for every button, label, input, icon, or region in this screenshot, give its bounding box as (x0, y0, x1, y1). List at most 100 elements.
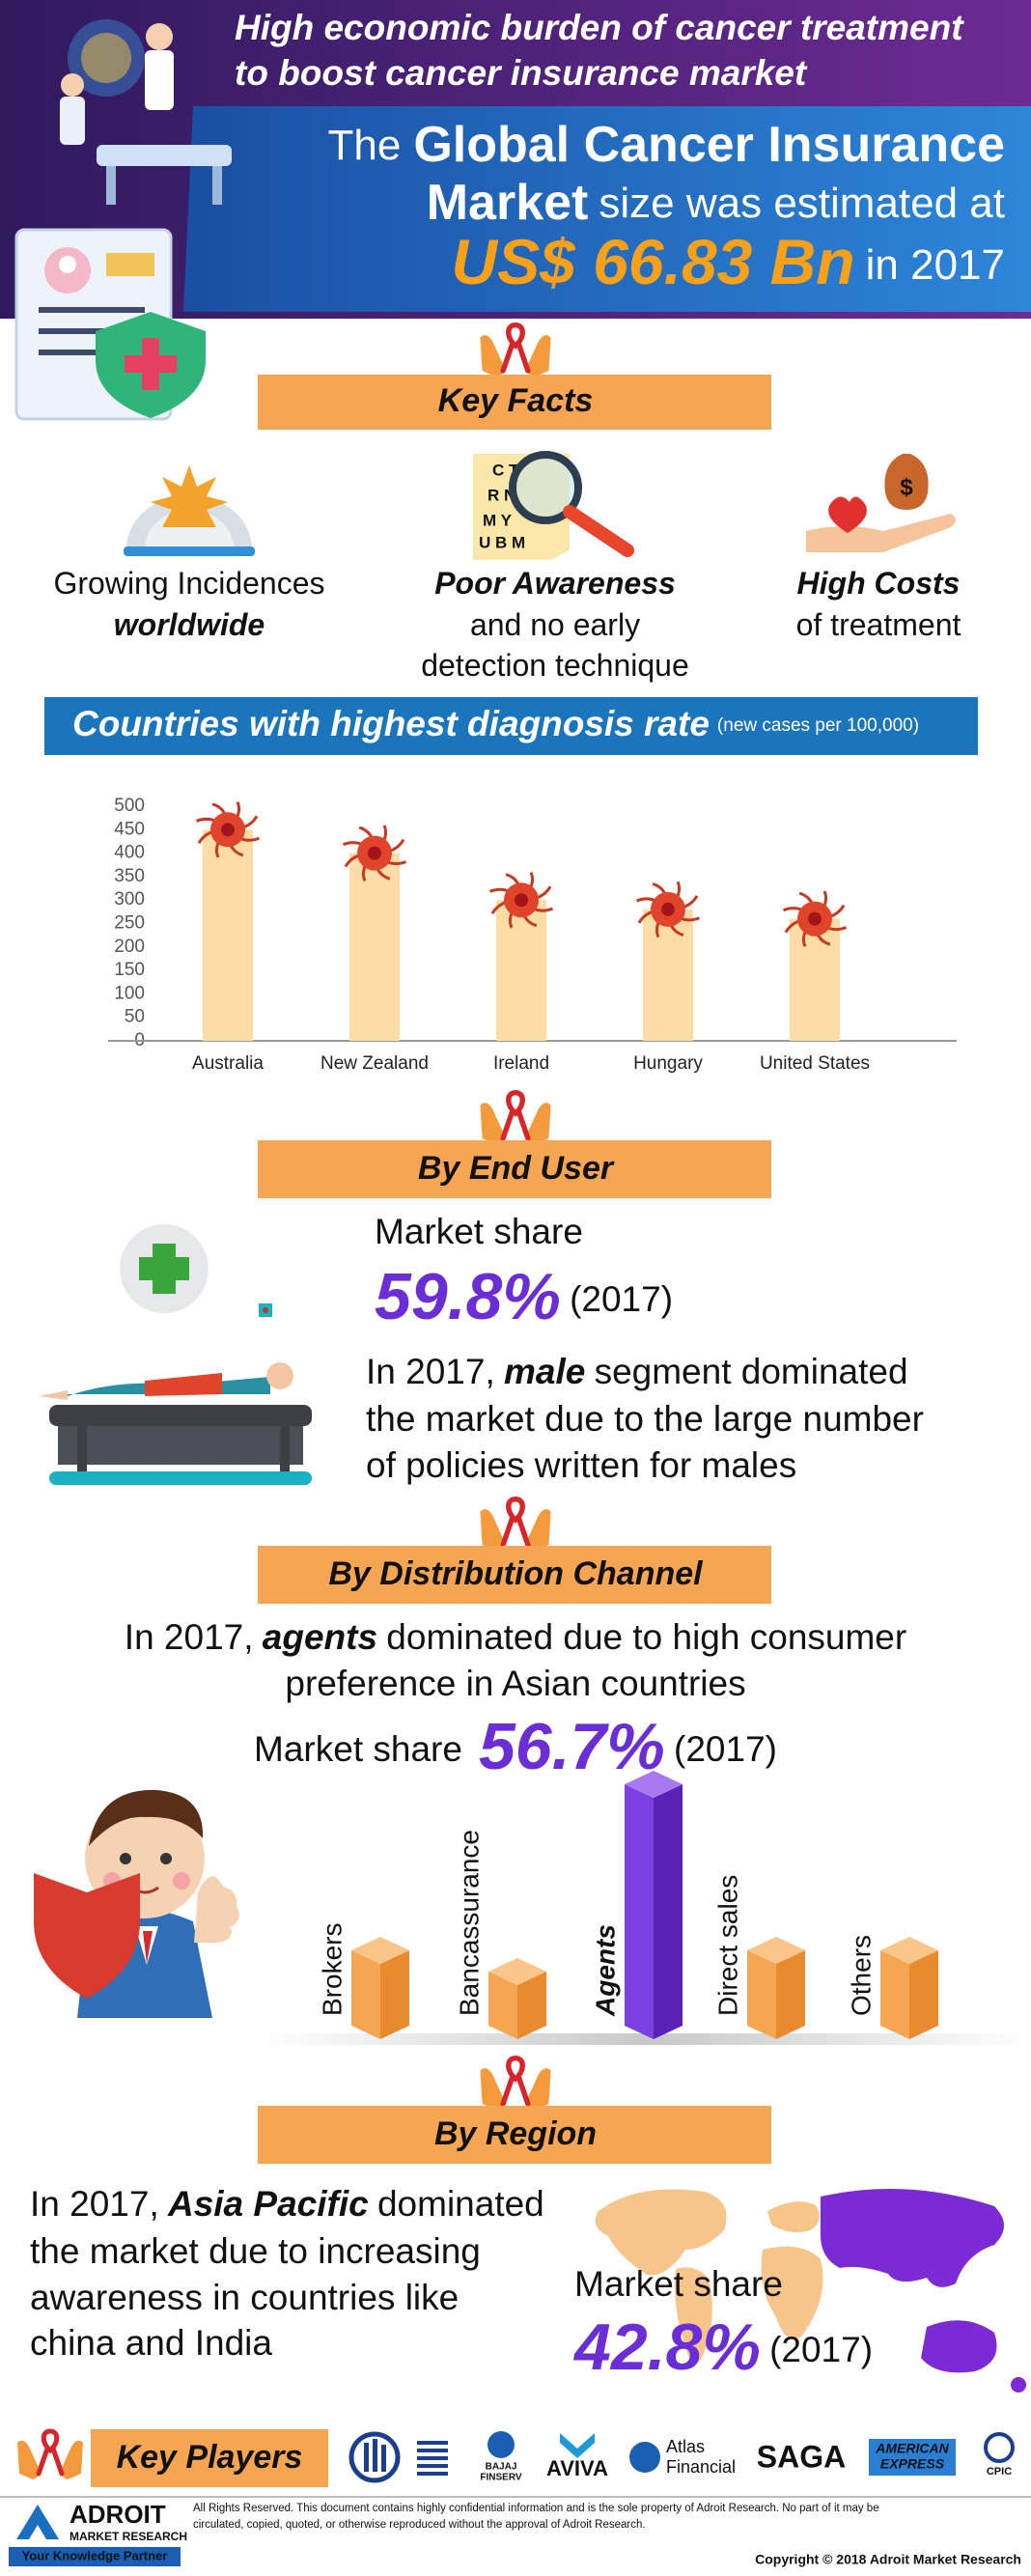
fact-text: of treatment (796, 607, 961, 642)
text-segment: (2017) (570, 1279, 673, 1319)
section-heading: Key Players (117, 2439, 303, 2476)
text-segment: size was estimated at (599, 180, 1005, 227)
text-segment: dominated due to high consumer (386, 1617, 906, 1657)
logo-mark (984, 2432, 1015, 2463)
logo-emblem-part (381, 2445, 386, 2472)
text-segment: Market share (254, 1729, 462, 1769)
cube-face (625, 1784, 654, 2039)
text-segment: china and India (30, 2323, 272, 2363)
logo-emblem-part (417, 2449, 448, 2452)
fact-text: detection technique (421, 648, 689, 683)
text-segment: preference in Asian countries (285, 1664, 745, 1703)
logo-text: AVIVA (546, 2456, 608, 2480)
footer-part (29, 2525, 46, 2539)
text-segment: Market (427, 175, 589, 231)
text-segment: agents (263, 1617, 377, 1657)
tumour-core (515, 893, 528, 908)
end-user: By End User Market share 59.8% (2017) In … (39, 1093, 924, 1485)
text-segment: of policies written for males (366, 1445, 796, 1485)
tagline: Your Knowledge Partner (22, 2548, 168, 2562)
section-band (258, 1140, 771, 1198)
text-segment: the market due to increasing (30, 2231, 481, 2271)
cube-top (880, 1937, 938, 1964)
channel-label: Brokers (317, 1923, 347, 2016)
notice: circulated, copied, quoted, or otherwise… (193, 2519, 646, 2531)
patient-illustration-part (49, 1471, 312, 1485)
cube-face (880, 1950, 909, 2039)
bar (643, 909, 693, 1041)
tumour-icon (195, 801, 261, 858)
share-label: Market share (375, 1212, 583, 1251)
paragraph: china and India (30, 2323, 272, 2363)
paragraph: the market due to the large number (366, 1399, 924, 1439)
logo-emblem-part (488, 2431, 515, 2458)
paragraph: of policies written for males (366, 1445, 796, 1485)
fact-text: Poor Awareness (434, 566, 676, 601)
world-map-part (921, 2320, 997, 2373)
ribbon-icon (480, 1499, 550, 1552)
world-map (595, 2189, 1026, 2393)
cube-face (909, 1950, 938, 2039)
section-heading: Key Facts (438, 382, 594, 419)
paragraph: preference in Asian countries (285, 1664, 745, 1703)
cube-face (351, 1950, 380, 2039)
text-segment: (2017) (674, 1729, 777, 1769)
patient-illustration-part (58, 1426, 303, 1465)
header-title: to boost cancer insurance market (235, 53, 808, 93)
patient-illustration-part (49, 1405, 312, 1426)
footer-part (16, 2505, 59, 2539)
header-part (183, 106, 1031, 312)
chart-banner (44, 697, 978, 755)
y-tick-label: 300 (114, 889, 145, 910)
world-map-part (767, 2201, 820, 2232)
tumour-core (368, 846, 381, 860)
chart-subtitle: (new cases per 100,000) (717, 715, 919, 736)
statement: US$ 66.83 Bn in 2017 (451, 226, 1005, 297)
tumour-core (661, 902, 675, 916)
shadow (263, 2033, 1031, 2045)
patient-illustration-part (145, 1373, 222, 1396)
header-illustration-part (106, 253, 154, 276)
header-illustration-part (60, 97, 85, 145)
text-segment: (2017) (769, 2330, 873, 2369)
x-tick-label: New Zealand (320, 1053, 429, 1074)
share-value: 59.8% (2017) (375, 1260, 673, 1333)
header-illustration-part (97, 145, 232, 166)
bar (790, 918, 840, 1041)
awareness-icon-part (563, 505, 634, 557)
statement: Market size was estimated at (427, 175, 1005, 231)
cost-icon-part (806, 514, 956, 552)
ribbon-icon (480, 325, 550, 378)
text-segment: the market due to the large number (366, 1399, 924, 1439)
header-illustration (14, 19, 232, 421)
cost-icon-part (884, 454, 929, 510)
logo-text: Atlas (666, 2437, 705, 2456)
businessman-illustration-part (120, 1853, 131, 1864)
section-band (258, 2106, 771, 2164)
logo-text: BAJAJ (486, 2462, 517, 2473)
cube-face (488, 1972, 517, 2039)
share-value: Market share 56.7% (2017) (254, 1710, 777, 1783)
world-map-part (595, 2189, 727, 2276)
logo-text: Financial (666, 2457, 736, 2477)
logo-mark (560, 2433, 595, 2458)
x-tick-label: Hungary (633, 1053, 703, 1074)
businessman-illustration-part (89, 1789, 204, 1846)
eye-chart-row: U B M (479, 533, 525, 551)
paragraph: In 2017, Asia Pacific dominated (30, 2184, 544, 2224)
text-segment: 59.8% (375, 1260, 561, 1333)
cube-top (351, 1937, 409, 1964)
chart-title-text: Countries with highest diagnosis rate (72, 704, 710, 743)
logo-text: EXPRESS (880, 2456, 945, 2472)
chart-title: Countries with highest diagnosis rate (ne… (72, 704, 919, 743)
section-heading: By End User (418, 1150, 615, 1187)
cube-top (625, 1771, 683, 1798)
text-segment: In 2017, (30, 2184, 159, 2224)
channel-label: Bancassurance (454, 1830, 484, 2016)
x-tick-label: Australia (192, 1053, 264, 1074)
ribbon-icon (480, 2058, 550, 2111)
header-illustration-part (146, 23, 173, 50)
tumour-icon (342, 825, 407, 882)
header-illustration-part (212, 166, 222, 205)
money-symbol: $ (900, 474, 913, 500)
